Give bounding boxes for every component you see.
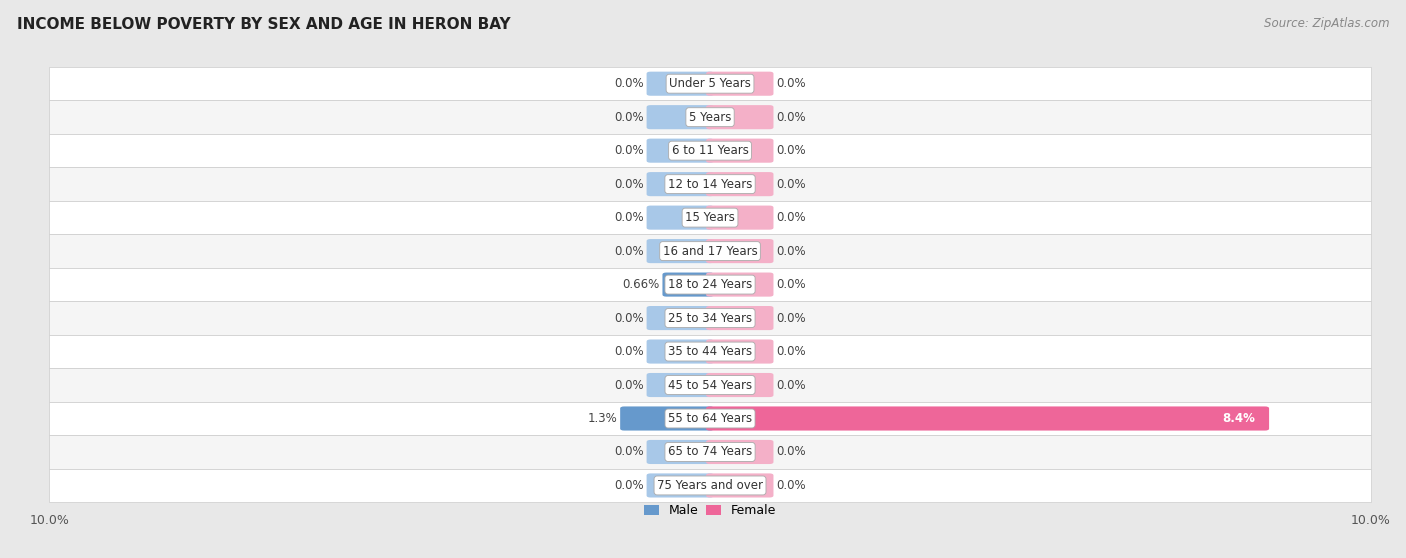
FancyBboxPatch shape xyxy=(706,138,773,163)
Text: 18 to 24 Years: 18 to 24 Years xyxy=(668,278,752,291)
Text: 0.0%: 0.0% xyxy=(614,345,644,358)
FancyBboxPatch shape xyxy=(706,272,773,297)
Text: 0.0%: 0.0% xyxy=(776,211,806,224)
FancyBboxPatch shape xyxy=(706,339,773,364)
FancyBboxPatch shape xyxy=(647,306,714,330)
Text: 55 to 64 Years: 55 to 64 Years xyxy=(668,412,752,425)
FancyBboxPatch shape xyxy=(647,239,714,263)
Text: 0.0%: 0.0% xyxy=(614,311,644,325)
FancyBboxPatch shape xyxy=(647,339,714,364)
Text: 0.0%: 0.0% xyxy=(776,244,806,258)
FancyBboxPatch shape xyxy=(706,440,773,464)
FancyBboxPatch shape xyxy=(647,473,714,498)
FancyBboxPatch shape xyxy=(49,435,1371,469)
Text: 0.0%: 0.0% xyxy=(776,479,806,492)
Text: 0.0%: 0.0% xyxy=(776,144,806,157)
Text: 0.0%: 0.0% xyxy=(776,278,806,291)
FancyBboxPatch shape xyxy=(49,134,1371,167)
Text: 0.0%: 0.0% xyxy=(614,77,644,90)
Text: 16 and 17 Years: 16 and 17 Years xyxy=(662,244,758,258)
Text: 0.0%: 0.0% xyxy=(614,445,644,459)
Text: 6 to 11 Years: 6 to 11 Years xyxy=(672,144,748,157)
Text: 0.66%: 0.66% xyxy=(623,278,659,291)
FancyBboxPatch shape xyxy=(706,239,773,263)
Text: Source: ZipAtlas.com: Source: ZipAtlas.com xyxy=(1264,17,1389,30)
FancyBboxPatch shape xyxy=(49,67,1371,100)
Text: Under 5 Years: Under 5 Years xyxy=(669,77,751,90)
FancyBboxPatch shape xyxy=(49,167,1371,201)
FancyBboxPatch shape xyxy=(706,205,773,230)
Legend: Male, Female: Male, Female xyxy=(638,499,782,522)
FancyBboxPatch shape xyxy=(706,406,1270,431)
FancyBboxPatch shape xyxy=(647,71,714,96)
FancyBboxPatch shape xyxy=(49,201,1371,234)
Text: 0.0%: 0.0% xyxy=(776,177,806,191)
Text: 0.0%: 0.0% xyxy=(776,110,806,124)
Text: 1.3%: 1.3% xyxy=(588,412,617,425)
Text: 0.0%: 0.0% xyxy=(614,177,644,191)
FancyBboxPatch shape xyxy=(49,469,1371,502)
Text: 0.0%: 0.0% xyxy=(614,479,644,492)
FancyBboxPatch shape xyxy=(647,205,714,230)
FancyBboxPatch shape xyxy=(647,172,714,196)
Text: 0.0%: 0.0% xyxy=(614,244,644,258)
FancyBboxPatch shape xyxy=(647,138,714,163)
FancyBboxPatch shape xyxy=(706,306,773,330)
Text: 35 to 44 Years: 35 to 44 Years xyxy=(668,345,752,358)
FancyBboxPatch shape xyxy=(49,234,1371,268)
FancyBboxPatch shape xyxy=(647,373,714,397)
Text: 0.0%: 0.0% xyxy=(776,77,806,90)
Text: 5 Years: 5 Years xyxy=(689,110,731,124)
FancyBboxPatch shape xyxy=(647,440,714,464)
Text: 65 to 74 Years: 65 to 74 Years xyxy=(668,445,752,459)
FancyBboxPatch shape xyxy=(706,473,773,498)
Text: 25 to 34 Years: 25 to 34 Years xyxy=(668,311,752,325)
Text: 8.4%: 8.4% xyxy=(1222,412,1256,425)
FancyBboxPatch shape xyxy=(706,71,773,96)
Text: 0.0%: 0.0% xyxy=(776,311,806,325)
FancyBboxPatch shape xyxy=(706,373,773,397)
Text: 0.0%: 0.0% xyxy=(776,345,806,358)
FancyBboxPatch shape xyxy=(49,335,1371,368)
FancyBboxPatch shape xyxy=(620,406,714,431)
FancyBboxPatch shape xyxy=(49,100,1371,134)
FancyBboxPatch shape xyxy=(647,105,714,129)
Text: 0.0%: 0.0% xyxy=(614,110,644,124)
FancyBboxPatch shape xyxy=(706,105,773,129)
FancyBboxPatch shape xyxy=(49,402,1371,435)
Text: 0.0%: 0.0% xyxy=(614,378,644,392)
FancyBboxPatch shape xyxy=(706,172,773,196)
Text: 0.0%: 0.0% xyxy=(614,144,644,157)
FancyBboxPatch shape xyxy=(49,268,1371,301)
Text: 0.0%: 0.0% xyxy=(776,378,806,392)
Text: INCOME BELOW POVERTY BY SEX AND AGE IN HERON BAY: INCOME BELOW POVERTY BY SEX AND AGE IN H… xyxy=(17,17,510,32)
Text: 0.0%: 0.0% xyxy=(614,211,644,224)
Text: 45 to 54 Years: 45 to 54 Years xyxy=(668,378,752,392)
Text: 15 Years: 15 Years xyxy=(685,211,735,224)
Text: 75 Years and over: 75 Years and over xyxy=(657,479,763,492)
FancyBboxPatch shape xyxy=(49,301,1371,335)
FancyBboxPatch shape xyxy=(49,368,1371,402)
Text: 12 to 14 Years: 12 to 14 Years xyxy=(668,177,752,191)
Text: 0.0%: 0.0% xyxy=(776,445,806,459)
FancyBboxPatch shape xyxy=(662,272,714,297)
